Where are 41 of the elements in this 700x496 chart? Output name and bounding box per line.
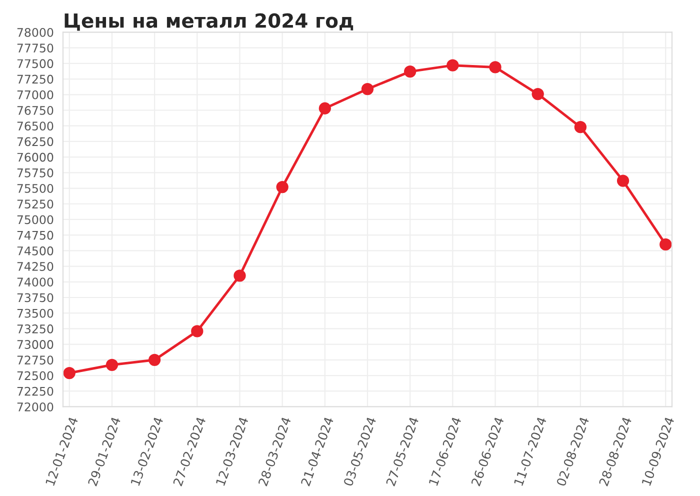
point	[574, 121, 587, 134]
point	[361, 82, 374, 96]
y-tick-label: 77000	[17, 90, 54, 100]
point	[191, 325, 204, 338]
y-tick-label: 75500	[17, 184, 54, 193]
chart-title: Цены на металл 2024 год	[64, 13, 354, 31]
point	[446, 59, 459, 72]
y-tick-label: 77750	[17, 44, 54, 52]
y-tick-label: 75750	[17, 168, 54, 178]
point	[616, 174, 630, 187]
y-tick-label: 72500	[17, 371, 54, 380]
y-tick-label: 73500	[17, 308, 54, 318]
y-tick-label: 76500	[17, 122, 54, 131]
y-tick-label: 74250	[17, 262, 54, 271]
y-tick-label: 76750	[17, 106, 54, 115]
y-tick-label: 73750	[17, 293, 54, 302]
y-tick-label: 74000	[17, 278, 54, 287]
y-tick-label: 77500	[17, 59, 54, 68]
point	[63, 366, 76, 380]
point	[148, 354, 161, 366]
point	[532, 88, 544, 100]
y-tick-label: 72000	[17, 402, 54, 412]
y-tick-label: 78000	[17, 28, 54, 37]
y-tick-label: 76000	[17, 152, 54, 162]
y-tick-label: 77250	[17, 74, 54, 84]
y-tick-label: 76250	[17, 137, 54, 146]
point	[489, 61, 502, 74]
y-tick-label: 73250	[17, 324, 54, 334]
point	[318, 102, 331, 114]
point	[106, 358, 118, 371]
y-tick-label: 72750	[17, 356, 54, 365]
point	[660, 238, 672, 251]
point	[276, 180, 288, 194]
point	[234, 270, 246, 282]
y-tick-label: 73000	[17, 340, 54, 349]
point	[404, 65, 416, 78]
y-tick-label: 75000	[17, 215, 54, 224]
y-tick-label: 74500	[17, 246, 54, 256]
y-tick-label: 74750	[17, 230, 54, 240]
y-tick-label: 75250	[17, 200, 54, 209]
y-tick-label: 72250	[17, 386, 54, 396]
